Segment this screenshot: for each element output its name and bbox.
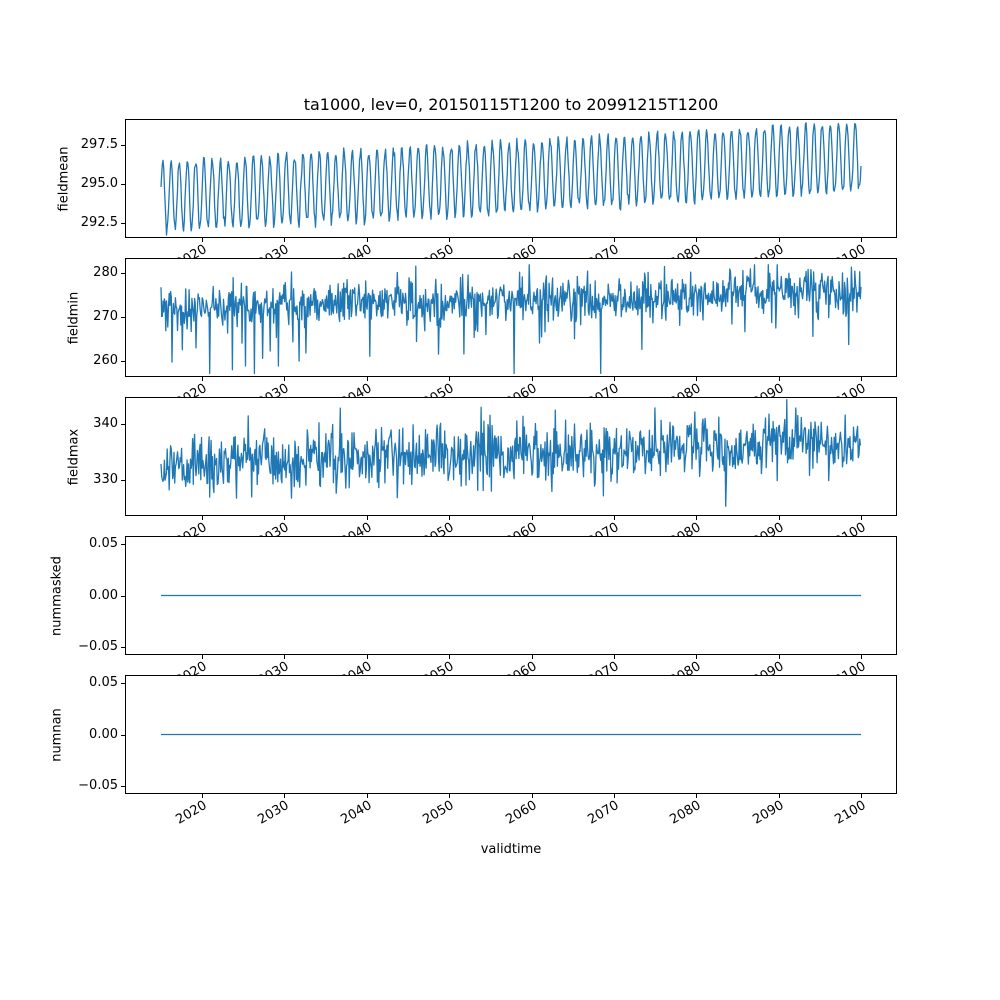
x-tick-mark	[861, 794, 863, 798]
x-tick-mark	[861, 238, 863, 242]
x-tick-mark	[531, 516, 533, 520]
y-tick-label: 0.05	[89, 675, 118, 690]
y-tick-mark	[121, 480, 125, 481]
x-tick-mark	[696, 238, 698, 242]
y-axis-label-fieldmax: fieldmax	[66, 428, 82, 485]
subplot-nummasked	[125, 536, 897, 655]
y-axis-label-fieldmean: fieldmean	[56, 146, 72, 211]
y-tick-label: 270	[93, 309, 118, 324]
x-tick-mark	[531, 794, 533, 798]
y-tick-label: 297.5	[80, 137, 118, 152]
x-tick-mark	[366, 794, 368, 798]
x-tick-mark	[861, 655, 863, 659]
x-tick-mark	[778, 794, 780, 798]
x-tick-mark	[778, 516, 780, 520]
subplot-fieldmin	[125, 258, 897, 377]
y-axis-label-numnan: numnan	[49, 707, 65, 762]
y-tick-mark	[121, 683, 125, 684]
x-tick-mark	[696, 377, 698, 381]
y-tick-mark	[121, 596, 125, 597]
x-tick-mark	[449, 794, 451, 798]
x-tick-mark	[366, 238, 368, 242]
series-line-fieldmax	[160, 399, 862, 507]
x-tick-mark	[778, 377, 780, 381]
y-tick-label: 0.05	[89, 536, 118, 551]
x-tick-mark	[614, 238, 616, 242]
y-tick-mark	[121, 424, 125, 425]
y-tick-label: 0.00	[89, 727, 118, 742]
x-tick-mark	[201, 794, 203, 798]
x-tick-label: 2030	[255, 798, 292, 828]
x-tick-labels-numnan: 2020 2030 2040 2050 2060 2070 2080 2090 2100	[125, 798, 897, 832]
x-tick-mark	[284, 516, 286, 520]
x-tick-label: 2060	[502, 798, 540, 828]
y-tick-mark	[121, 361, 125, 362]
x-tick-mark	[284, 238, 286, 242]
x-tick-mark	[366, 655, 368, 659]
chart-title: ta1000, lev=0, 20150115T1200 to 20991215…	[303, 95, 719, 114]
x-tick-mark	[449, 238, 451, 242]
series-line-fieldmin	[160, 264, 862, 374]
x-tick-mark	[531, 655, 533, 659]
x-tick-mark	[449, 377, 451, 381]
y-tick-mark	[121, 544, 125, 545]
y-tick-mark	[121, 145, 125, 146]
x-tick-label: 2100	[832, 798, 869, 828]
x-tick-mark	[778, 655, 780, 659]
x-tick-mark	[696, 655, 698, 659]
y-tick-mark	[121, 786, 125, 787]
y-tick-mark	[121, 223, 125, 224]
x-tick-mark	[531, 238, 533, 242]
y-tick-label: −0.05	[78, 778, 118, 793]
y-axis-label-fieldmin: fieldmin	[66, 291, 82, 344]
subplot-fieldmean	[125, 119, 897, 238]
y-tick-label: 280	[93, 265, 118, 280]
y-tick-mark	[121, 735, 125, 736]
x-tick-mark	[366, 377, 368, 381]
y-tick-label: 295.0	[80, 176, 118, 191]
series-line-fieldmean	[160, 122, 862, 236]
y-tick-label: 340	[93, 416, 118, 431]
x-tick-mark	[201, 655, 203, 659]
x-tick-mark	[696, 516, 698, 520]
x-tick-label: 2020	[173, 798, 210, 828]
x-tick-label: 2080	[667, 798, 704, 828]
y-tick-label: 330	[93, 472, 118, 487]
x-tick-mark	[449, 655, 451, 659]
x-axis-label: validtime	[480, 842, 542, 857]
x-tick-mark	[861, 516, 863, 520]
x-tick-mark	[284, 794, 286, 798]
x-tick-label: 2070	[585, 798, 622, 828]
y-tick-label: 0.00	[89, 588, 118, 603]
x-tick-mark	[778, 238, 780, 242]
y-tick-label: 260	[93, 353, 118, 368]
x-tick-mark	[449, 516, 451, 520]
x-tick-mark	[614, 516, 616, 520]
y-tick-label: −0.05	[78, 639, 118, 654]
y-tick-mark	[121, 317, 125, 318]
x-tick-mark	[696, 794, 698, 798]
subplot-numnan	[125, 675, 897, 794]
y-tick-mark	[121, 273, 125, 274]
y-tick-label: 292.5	[80, 215, 118, 230]
x-tick-mark	[614, 655, 616, 659]
x-tick-mark	[366, 516, 368, 520]
y-tick-mark	[121, 647, 125, 648]
x-tick-label: 2090	[750, 798, 787, 828]
x-tick-mark	[284, 377, 286, 381]
x-tick-mark	[201, 238, 203, 242]
y-axis-label-nummasked: nummasked	[49, 555, 65, 636]
x-tick-mark	[531, 377, 533, 381]
x-tick-label: 2040	[338, 798, 375, 828]
x-tick-mark	[284, 655, 286, 659]
x-tick-mark	[861, 377, 863, 381]
subplot-fieldmax	[125, 397, 897, 516]
x-tick-mark	[614, 377, 616, 381]
x-tick-label: 2050	[420, 798, 457, 828]
x-tick-mark	[201, 516, 203, 520]
x-tick-mark	[614, 794, 616, 798]
x-tick-mark	[201, 377, 203, 381]
y-tick-mark	[121, 184, 125, 185]
